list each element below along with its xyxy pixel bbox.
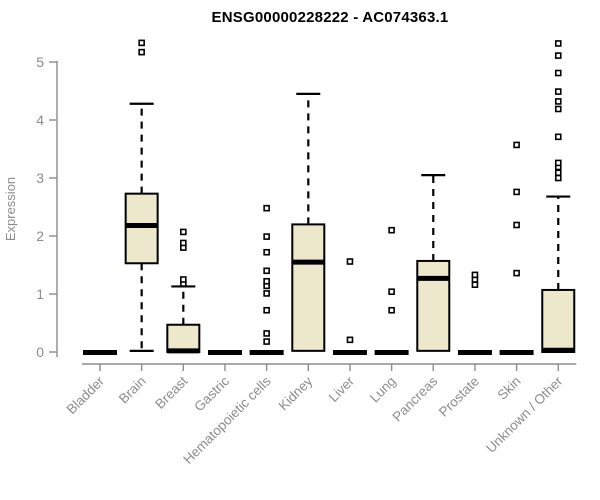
x-tick-label: Skin <box>495 374 524 403</box>
x-tick-label: Bladder <box>64 373 108 417</box>
box-brain <box>124 192 159 265</box>
y-tick-label: 3 <box>36 170 44 186</box>
box-kidney <box>291 223 326 352</box>
box-unknown-other <box>541 288 576 354</box>
outlier-point <box>180 228 187 236</box>
outlier-point <box>263 306 270 314</box>
x-tick-label: Brain <box>116 374 149 407</box>
outlier-point <box>554 40 562 47</box>
y-tick-label: 4 <box>36 112 44 128</box>
outlier-point <box>513 269 520 277</box>
outlier-point <box>388 226 395 234</box>
outlier-point <box>263 267 270 275</box>
flat-box-gastric <box>207 350 242 355</box>
outlier-point <box>554 174 562 182</box>
box-breast <box>166 323 201 353</box>
outlier-point <box>263 233 270 240</box>
x-tick-label: Liver <box>326 373 358 405</box>
outlier-point <box>554 88 562 95</box>
outlier-point <box>554 159 562 167</box>
outlier-point <box>138 39 145 47</box>
outlier-point <box>554 169 562 177</box>
outlier-point <box>263 277 270 285</box>
y-tick-label: 2 <box>36 228 44 244</box>
y-tick-label: 0 <box>36 344 44 360</box>
outlier-point <box>554 105 562 113</box>
box-pancreas <box>416 259 451 352</box>
flat-box-bladder <box>83 350 117 355</box>
outlier-point <box>513 188 520 196</box>
chart-title: ENSG00000228222 - AC074363.1 <box>211 9 449 26</box>
flat-box-skin <box>499 350 534 355</box>
x-tick-label: Lung <box>367 374 399 406</box>
outlier-point <box>263 290 270 297</box>
outlier-point <box>263 338 270 345</box>
outlier-point <box>471 271 479 279</box>
outlier-point <box>263 248 270 256</box>
flat-box-prostate <box>457 350 492 355</box>
outlier-point <box>554 133 562 141</box>
x-tick-label: Breast <box>152 373 190 411</box>
outlier-point <box>138 48 145 56</box>
outlier-point <box>554 69 562 77</box>
y-tick-label: 1 <box>36 286 44 302</box>
outlier-point <box>180 276 187 283</box>
y-axis-title: Expression <box>3 177 18 241</box>
outlier-point <box>471 281 479 289</box>
outlier-point <box>263 204 270 212</box>
y-tick-label: 5 <box>36 54 44 70</box>
outlier-point <box>554 98 562 105</box>
flat-box-liver <box>332 350 367 355</box>
outlier-point <box>346 258 354 265</box>
x-tick-label: Gastric <box>191 373 232 414</box>
outlier-point <box>180 239 187 247</box>
flat-box-hematopoietic-cells <box>249 350 284 355</box>
outlier-point <box>513 141 520 149</box>
x-tick-label: Prostate <box>436 374 482 420</box>
x-tick-label: Unknown / Other <box>483 373 566 456</box>
x-tick-label: Kidney <box>276 373 316 413</box>
x-tick-label: Pancreas <box>389 373 440 424</box>
outlier-point <box>263 330 270 337</box>
outlier-point <box>554 52 562 59</box>
outlier-point <box>346 336 354 344</box>
outlier-point <box>513 221 520 229</box>
flat-box-lung <box>374 350 409 355</box>
outlier-point <box>388 306 395 314</box>
outlier-point <box>388 288 395 295</box>
